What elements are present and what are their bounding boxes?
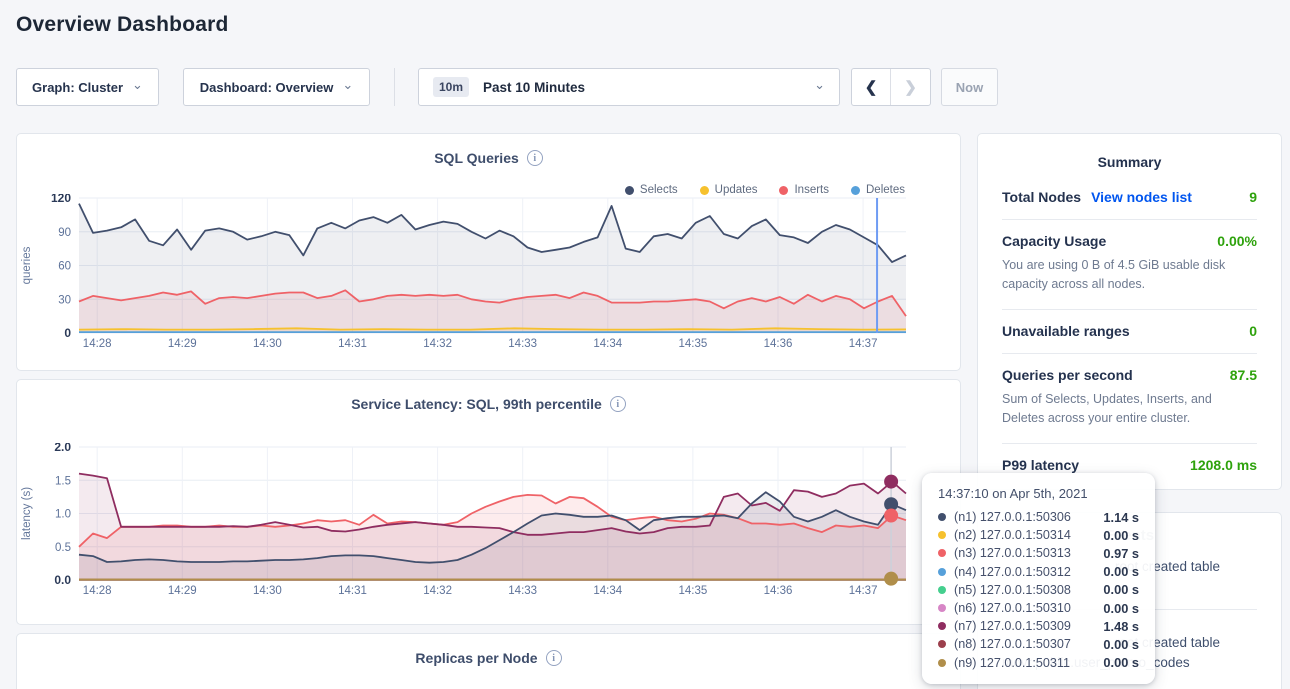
svg-text:60: 60 (58, 261, 71, 273)
svg-text:14:35: 14:35 (678, 338, 707, 350)
time-range-dropdown[interactable]: 10m Past 10 Minutes ⌄ (418, 68, 840, 106)
replicas-per-node-title: Replicas per Node (415, 650, 537, 666)
service-latency-chart[interactable]: 0.0 0.5 1.0 1.5 2.0 14:28 14:29 14:30 14:31 14:32… (17, 443, 922, 606)
chart-hover-tooltip: 14:37:10 on Apr 5th, 2021 (n1) 127.0.0.1… (922, 473, 1155, 684)
series-dot (938, 549, 946, 557)
series-dot (938, 622, 946, 630)
svg-text:14:32: 14:32 (423, 585, 452, 597)
time-range-badge: 10m (433, 77, 469, 97)
summary-row-qps: Queries per second 87.5 Sum of Selects, … (1002, 353, 1257, 443)
tooltip-row: (n2) 127.0.0.1:503140.00 s (938, 526, 1139, 544)
svg-text:14:30: 14:30 (253, 338, 282, 350)
svg-text:14:35: 14:35 (678, 585, 707, 597)
dashboard-dropdown[interactable]: Dashboard: Overview ⌄ (183, 68, 370, 106)
svg-text:90: 90 (58, 227, 71, 239)
time-step-group: ❮ ❯ (851, 68, 931, 106)
series-dot (938, 568, 946, 576)
svg-text:0: 0 (64, 326, 71, 340)
time-next-button[interactable]: ❯ (891, 69, 930, 105)
capacity-usage-value: 0.00% (1217, 233, 1257, 249)
series-dot (938, 604, 946, 612)
sql-queries-title: SQL Queries (434, 150, 519, 166)
now-button[interactable]: Now (941, 68, 998, 106)
unavailable-ranges-value: 0 (1249, 323, 1257, 339)
graph-dropdown[interactable]: Graph: Cluster ⌄ (16, 68, 159, 106)
svg-text:14:31: 14:31 (338, 338, 367, 350)
series-dot (938, 586, 946, 594)
summary-row-total-nodes: Total Nodes View nodes list 9 (1002, 176, 1257, 219)
svg-text:14:34: 14:34 (593, 585, 622, 597)
svg-text:30: 30 (58, 294, 71, 306)
summary-panel: Summary Total Nodes View nodes list 9 Ca… (977, 133, 1282, 490)
svg-text:14:33: 14:33 (508, 338, 537, 350)
svg-text:14:34: 14:34 (593, 338, 622, 350)
svg-text:0.0: 0.0 (54, 573, 71, 587)
summary-row-unavailable: Unavailable ranges 0 (1002, 309, 1257, 353)
chevron-down-icon: ⌄ (132, 80, 143, 90)
tooltip-row: (n1) 127.0.0.1:503061.14 s (938, 508, 1139, 526)
service-latency-title: Service Latency: SQL, 99th percentile (351, 396, 602, 412)
svg-text:14:36: 14:36 (764, 338, 793, 350)
series-dot (938, 531, 946, 539)
svg-text:14:29: 14:29 (168, 585, 197, 597)
capacity-usage-desc: You are using 0 B of 4.5 GiB usable disk… (1002, 256, 1257, 295)
total-nodes-value: 9 (1249, 189, 1257, 205)
chevron-down-icon: ⌄ (342, 80, 353, 90)
svg-text:14:30: 14:30 (253, 585, 282, 597)
svg-text:2.0: 2.0 (54, 443, 71, 454)
graph-dropdown-label: Graph: Cluster (32, 80, 123, 95)
svg-text:14:32: 14:32 (423, 338, 452, 350)
time-prev-button[interactable]: ❮ (852, 69, 891, 105)
sql-queries-panel: SQL Queries i Selects Updates Inserts De… (16, 133, 961, 371)
svg-text:1.5: 1.5 (55, 475, 71, 487)
view-nodes-list-link[interactable]: View nodes list (1091, 189, 1192, 205)
sql-queries-chart[interactable]: 0 30 60 90 120 14:28 14:29 14:30 14:31 14:32 14:33… (17, 194, 922, 359)
info-icon[interactable]: i (546, 650, 562, 666)
series-dot (938, 659, 946, 667)
chevron-down-icon: ⌄ (814, 80, 825, 90)
dashboard-dropdown-label: Dashboard: Overview (200, 80, 334, 95)
info-icon[interactable]: i (610, 396, 626, 412)
time-range-label: Past 10 Minutes (483, 80, 585, 95)
summary-title: Summary (978, 134, 1281, 176)
svg-text:14:37: 14:37 (849, 585, 878, 597)
tooltip-row: (n5) 127.0.0.1:503080.00 s (938, 581, 1139, 599)
tooltip-row: (n3) 127.0.0.1:503130.97 s (938, 544, 1139, 562)
svg-text:14:36: 14:36 (764, 585, 793, 597)
replicas-per-node-panel: Replicas per Node i (16, 633, 961, 689)
svg-text:14:29: 14:29 (168, 338, 197, 350)
qps-desc: Sum of Selects, Updates, Inserts, and De… (1002, 390, 1257, 429)
series-dot (938, 513, 946, 521)
summary-row-capacity: Capacity Usage 0.00% You are using 0 B o… (1002, 219, 1257, 309)
tooltip-row: (n4) 127.0.0.1:503120.00 s (938, 563, 1139, 581)
series-dot (938, 640, 946, 648)
tooltip-row: (n9) 127.0.0.1:503110.00 s (938, 654, 1139, 672)
controls-divider (394, 68, 395, 106)
page-title: Overview Dashboard (16, 13, 229, 37)
tooltip-row: (n7) 127.0.0.1:503091.48 s (938, 617, 1139, 635)
svg-text:14:31: 14:31 (338, 585, 367, 597)
tooltip-row: (n8) 127.0.0.1:503070.00 s (938, 635, 1139, 653)
svg-text:queries: queries (21, 246, 33, 284)
info-icon[interactable]: i (527, 150, 543, 166)
p99-latency-value: 1208.0 ms (1190, 457, 1257, 473)
svg-text:14:37: 14:37 (849, 338, 878, 350)
svg-text:120: 120 (51, 194, 71, 205)
svg-text:14:28: 14:28 (83, 338, 112, 350)
svg-text:latency (s): latency (s) (21, 487, 33, 540)
svg-text:14:28: 14:28 (83, 585, 112, 597)
qps-value: 87.5 (1230, 367, 1257, 383)
svg-text:1.0: 1.0 (55, 509, 71, 521)
service-latency-panel: Service Latency: SQL, 99th percentile i … (16, 379, 961, 625)
tooltip-row: (n6) 127.0.0.1:503100.00 s (938, 599, 1139, 617)
tooltip-timestamp: 14:37:10 on Apr 5th, 2021 (938, 486, 1139, 501)
svg-text:0.5: 0.5 (55, 542, 71, 554)
svg-text:14:33: 14:33 (508, 585, 537, 597)
